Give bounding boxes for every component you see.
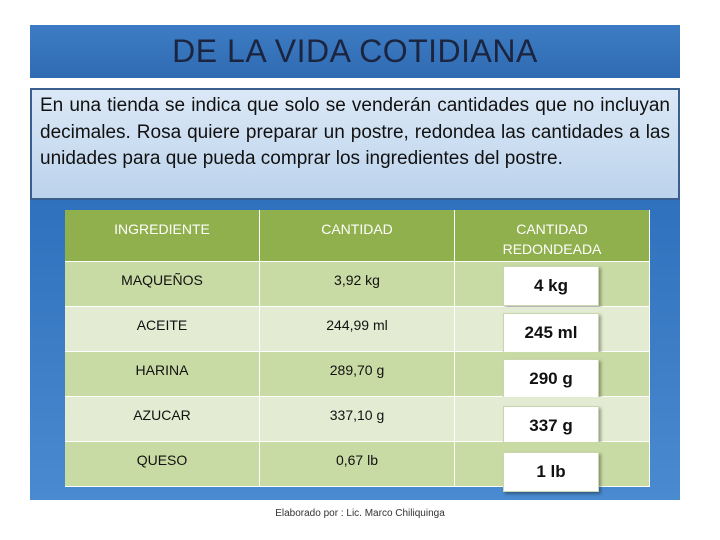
header-cell: CANTIDAD REDONDEADA (455, 210, 650, 262)
rounded-value: 245 ml (503, 312, 599, 353)
cell: 337,10 g (260, 397, 455, 442)
cell: MAQUEÑOS (65, 262, 260, 307)
rounded-value: 1 lb (503, 452, 599, 492)
cell: QUESO (65, 442, 260, 487)
title-bar: DE LA VIDA COTIDIANA (30, 25, 680, 78)
cell: AZUCAR (65, 397, 260, 442)
cell: 244,99 ml (260, 307, 455, 352)
cell: 3,92 kg (260, 262, 455, 307)
cell: HARINA (65, 352, 260, 397)
cell: 0,67 lb (260, 442, 455, 487)
cell: ACEITE (65, 307, 260, 352)
header-cell: CANTIDAD (260, 210, 455, 262)
rounded-value: 290 g (503, 359, 599, 399)
rounded-value: 337 g (503, 405, 599, 446)
rounded-value: 4 kg (503, 266, 599, 306)
title: DE LA VIDA COTIDIANA (172, 33, 538, 69)
paragraph: En una tienda se indica que solo se vend… (30, 88, 680, 200)
header-cell: INGREDIENTE (65, 210, 260, 262)
footer: Elaborado por : Lic. Marco Chiliquinga (275, 508, 445, 519)
cell: 289,70 g (260, 352, 455, 397)
